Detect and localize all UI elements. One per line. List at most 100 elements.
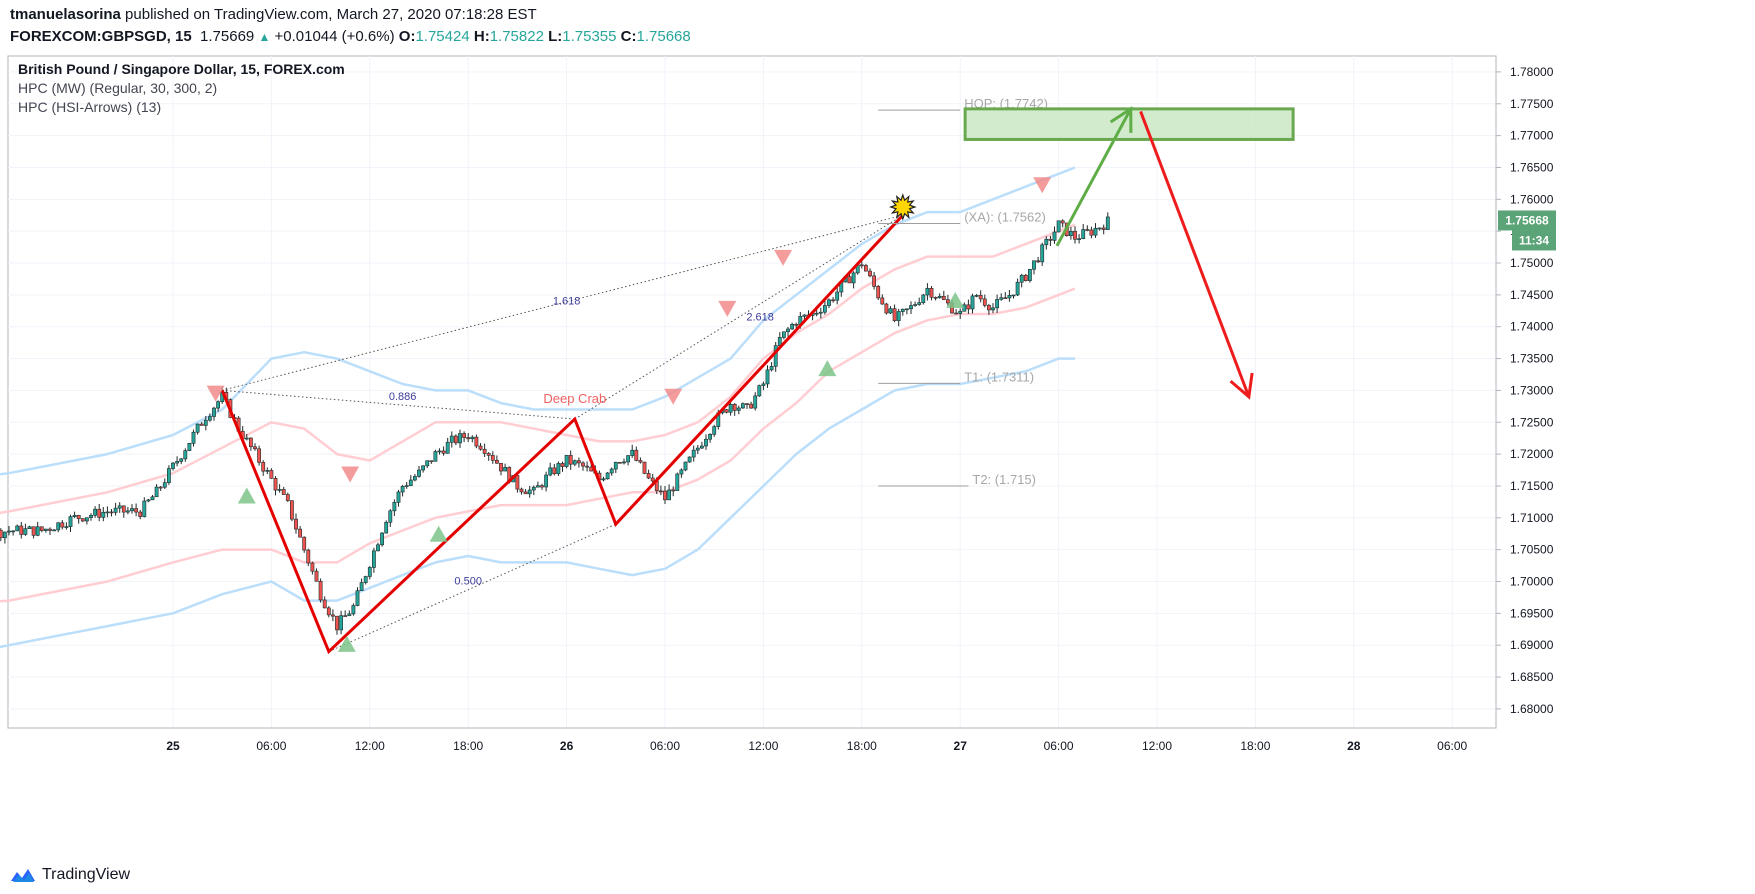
candle-down	[199, 423, 204, 426]
candle-up	[913, 304, 918, 306]
candle-up	[52, 529, 57, 532]
ratio-label: 1.618	[553, 295, 581, 307]
candle-up	[27, 526, 32, 530]
candle-down	[646, 473, 651, 479]
candle-down	[892, 308, 897, 321]
candle-up	[736, 407, 741, 411]
candle-down	[1073, 230, 1077, 240]
legend-indicator-1[interactable]: HPC (MW) (Regular, 30, 300, 2)	[18, 80, 217, 96]
candle-up	[675, 473, 680, 491]
candle-down	[933, 297, 938, 299]
candle-down	[650, 477, 655, 482]
candle-up	[769, 366, 774, 371]
candle-up	[89, 515, 93, 518]
close-value: 1.75668	[636, 28, 691, 45]
candle-up	[421, 465, 426, 471]
candle-down	[617, 462, 622, 464]
ratio-line-xd	[222, 214, 903, 391]
candle-up	[535, 485, 540, 488]
candle-up	[626, 455, 631, 463]
candle-up	[150, 496, 155, 501]
published-text: published on TradingView.com, March 27, …	[125, 6, 537, 23]
candle-down	[335, 615, 339, 631]
candle-down	[343, 615, 348, 617]
candle-up	[216, 401, 221, 409]
candle-down	[490, 455, 495, 461]
candle-up	[609, 468, 614, 474]
candle-up	[1040, 244, 1045, 263]
sell-signal-triangle-icon	[341, 466, 360, 483]
author-name[interactable]: tmanuelasorina	[10, 6, 121, 23]
candle-up	[1077, 238, 1082, 240]
candle-down	[954, 312, 959, 315]
candle-down	[794, 324, 799, 326]
sell-signal-triangle-icon	[206, 385, 225, 402]
candle-down	[581, 462, 585, 467]
candle-down	[568, 455, 573, 465]
candle-down	[884, 303, 889, 314]
candle-down	[658, 490, 663, 493]
price-tick-label: 1.69000	[1510, 638, 1554, 652]
candle-up	[400, 486, 405, 493]
price-tick-label: 1.71500	[1510, 479, 1554, 493]
candle-up	[187, 443, 192, 451]
candle-up	[212, 407, 216, 417]
candle-down	[318, 580, 323, 601]
legend-indicator-2[interactable]: HPC (HSI-Arrows) (13)	[18, 99, 161, 115]
time-tick-label: 26	[560, 739, 574, 753]
candle-down	[986, 305, 991, 311]
candle-down	[314, 570, 319, 582]
candle-down	[847, 276, 852, 284]
candle-down	[478, 445, 483, 450]
candle-up	[72, 515, 77, 517]
last-price-label: 1.75668	[1505, 213, 1549, 227]
candle-down	[482, 448, 487, 454]
high-value: 1.75822	[489, 28, 544, 45]
price-tick-label: 1.78000	[1510, 65, 1554, 79]
band-upper-outer	[0, 166, 1076, 476]
candle-down	[872, 275, 877, 287]
buy-signal-triangle-icon	[429, 525, 448, 542]
candle-up	[2, 531, 7, 539]
candle-up	[154, 486, 159, 498]
candle-down	[298, 528, 303, 538]
candle-up	[384, 521, 389, 534]
level-label: T2: (1.715)	[972, 472, 1036, 487]
candle-down	[494, 459, 499, 464]
candle-up	[7, 530, 11, 533]
candle-up	[380, 532, 385, 546]
candle-up	[1093, 227, 1098, 236]
candle-up	[101, 511, 106, 518]
harmonic-pattern: 0.886 0.500 1.618 2.618 Deep Crab	[220, 214, 904, 655]
buy-signal-triangle-icon	[818, 360, 837, 377]
candle-up	[458, 433, 462, 444]
buy-signal-triangle-icon	[337, 635, 356, 652]
candle-down	[330, 614, 335, 617]
candle-down	[1036, 260, 1041, 263]
candle-up	[773, 345, 778, 367]
signal-arrows	[206, 177, 1052, 652]
candle-up	[687, 456, 692, 463]
time-axis[interactable]: 18:00 25 06:00 12:00 18:00 26 06:00 12:00 18:00 2…	[0, 727, 1496, 753]
symbol-label[interactable]: FOREXCOM:GBPSGD, 15	[10, 28, 192, 45]
candle-up	[531, 486, 536, 491]
candle-up	[449, 435, 454, 443]
footer-brand[interactable]: TradingView	[42, 866, 131, 883]
candle-up	[822, 305, 827, 313]
price-change: +0.01044 (+0.6%)	[274, 28, 395, 45]
time-tick-label: 18:00	[1240, 739, 1270, 753]
time-tick-label: 27	[954, 739, 968, 753]
candle-down	[60, 522, 65, 528]
chart-container[interactable]: 0.886 0.500 1.618 2.618 Deep Crab HOP: (1.77…	[0, 52, 1755, 866]
candle-up	[392, 502, 397, 512]
candle-up	[363, 576, 368, 583]
candle-down	[634, 449, 639, 461]
candle-up	[753, 395, 758, 409]
price-tick-label: 1.75000	[1510, 256, 1554, 270]
candle-up	[162, 482, 167, 488]
price-axis[interactable]: 1.68000 1.68500 1.69000 1.69500 1.70000 1.705…	[1495, 56, 1556, 728]
candle-down	[978, 295, 983, 300]
candle-up	[605, 472, 610, 480]
candle-up	[179, 458, 184, 462]
